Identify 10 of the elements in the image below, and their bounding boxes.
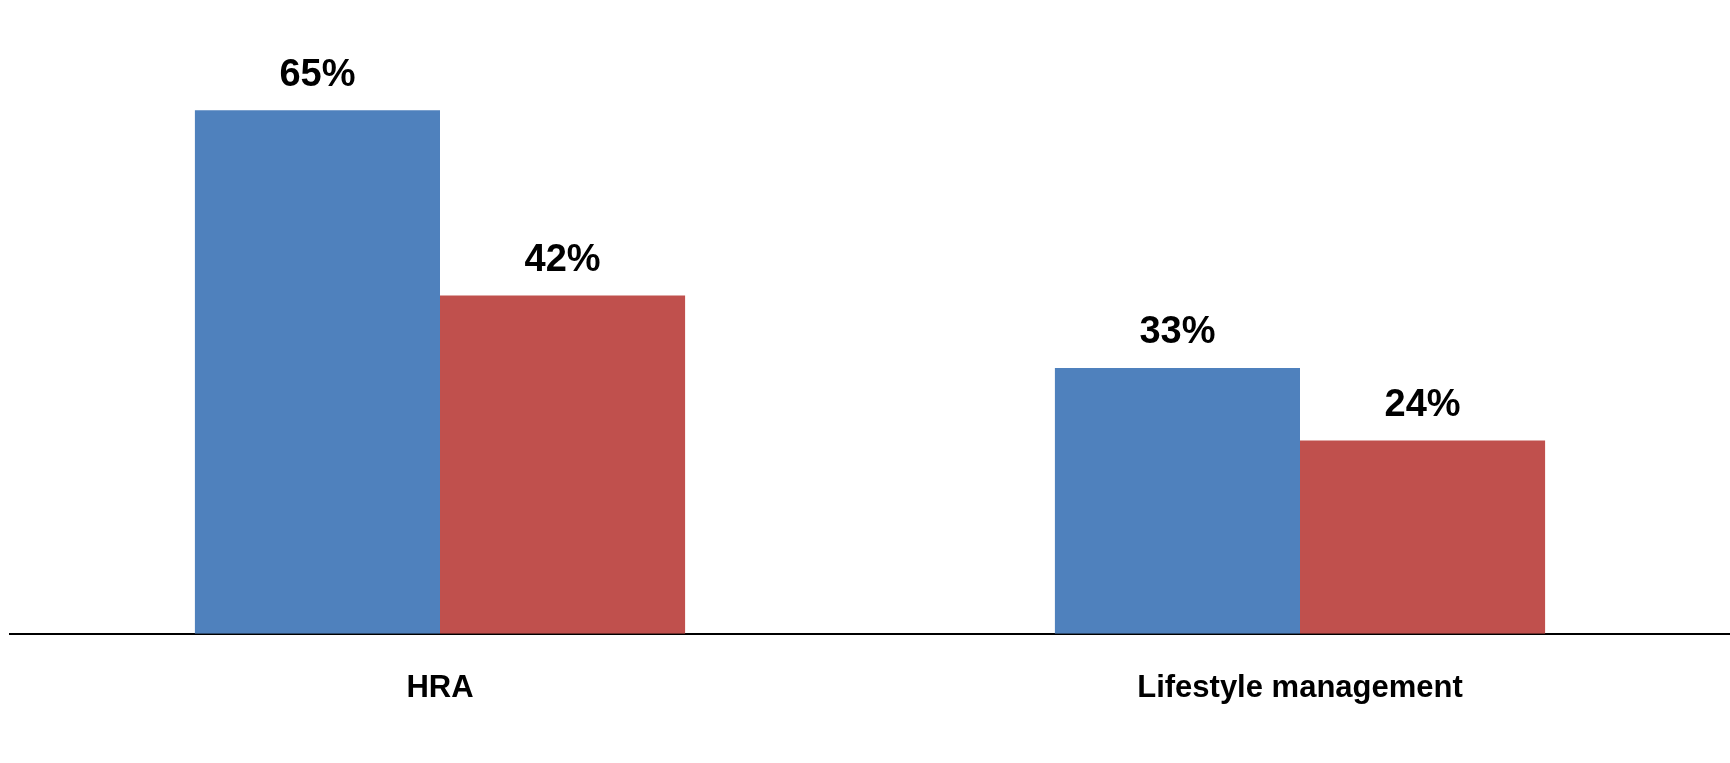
x-tick-label: Lifestyle management bbox=[1137, 668, 1463, 704]
data-label: 24% bbox=[1384, 381, 1461, 424]
bar bbox=[440, 295, 686, 634]
data-label: 33% bbox=[1139, 309, 1216, 352]
bar bbox=[194, 110, 440, 634]
x-tick-label: HRA bbox=[406, 668, 474, 704]
bar bbox=[1054, 368, 1300, 634]
bar bbox=[1300, 440, 1546, 634]
data-label: 65% bbox=[279, 51, 356, 94]
data-label: 42% bbox=[524, 237, 601, 279]
